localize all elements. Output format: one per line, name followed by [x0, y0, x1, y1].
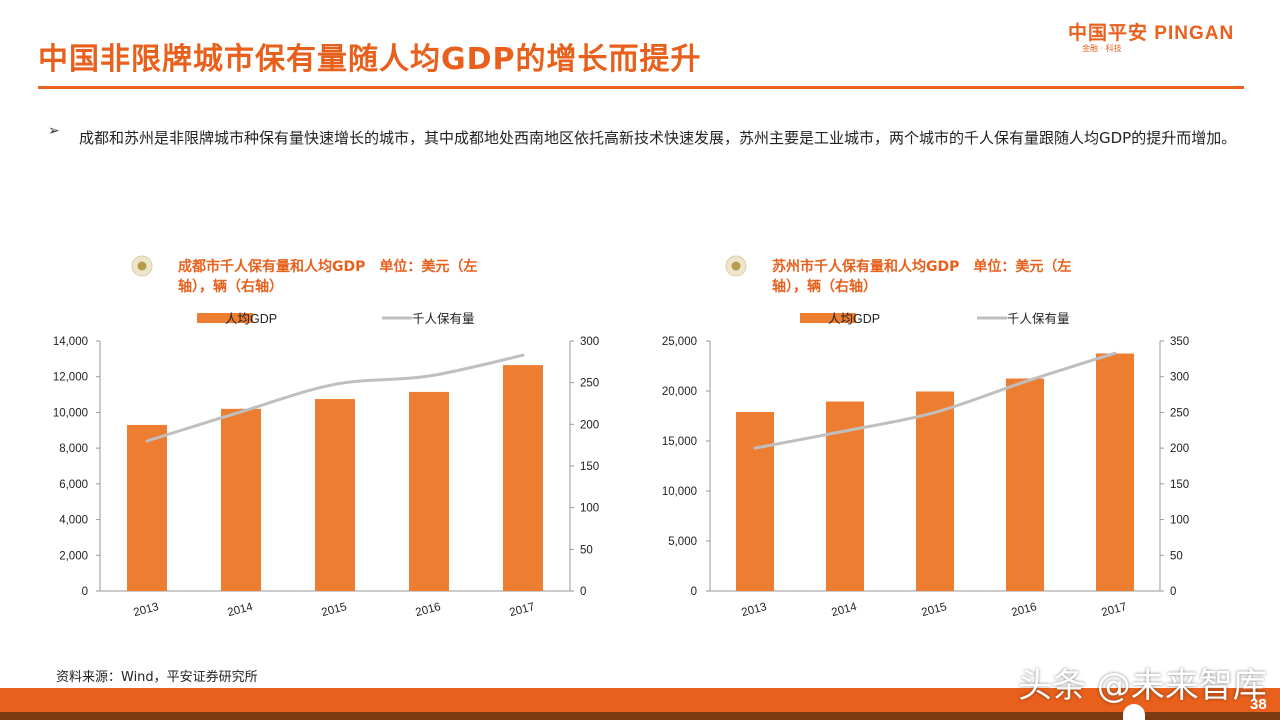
bullet-text: 成都和苏州是非限牌城市种保有量快速增长的城市，其中成都地处西南地区依托高新技术快…: [79, 129, 1237, 147]
pingan-logo: 中国平安 PINGAN 金融 · 科技: [1068, 18, 1268, 58]
footer-strip: [0, 712, 1280, 720]
bar-gdp: [503, 365, 543, 591]
bar-gdp: [315, 399, 355, 591]
y2-tick-label: 50: [580, 544, 593, 556]
y2-tick-label: 150: [580, 461, 599, 473]
y-tick-label: 14,000: [53, 336, 88, 348]
y2-tick-label: 150: [1170, 479, 1189, 491]
y-tick-label: 12,000: [53, 372, 88, 384]
y-tick-label: 4,000: [59, 515, 88, 527]
y2-tick-label: 0: [1170, 586, 1176, 598]
y-tick-label: 0: [82, 586, 88, 598]
chart-title-line: 轴），辆（右轴）: [178, 278, 283, 295]
legend-label: 千人保有量: [412, 312, 475, 326]
y-tick-label: 8,000: [59, 443, 88, 455]
page-title: 中国非限牌城市保有量随人均GDP的增长而提升: [38, 42, 702, 77]
target-icon-center: [137, 261, 147, 271]
y2-tick-label: 50: [1170, 550, 1183, 562]
source-note: 资料来源：Wind，平安证券研究所: [56, 670, 258, 685]
y2-tick-label: 0: [580, 586, 586, 598]
chart-title-line: 苏州市千人保有量和人均GDP 单位：美元（左: [772, 258, 1071, 275]
x-tick-label: 2014: [830, 601, 858, 619]
arrow-bullet-icon: ➢: [48, 123, 60, 139]
bar-gdp: [916, 391, 954, 591]
y-tick-label: 0: [691, 586, 697, 598]
legend-label: 人均GDP: [828, 312, 880, 326]
page-number: 38: [1250, 696, 1267, 713]
title-divider: [38, 86, 1244, 89]
chart-title-line: 成都市千人保有量和人均GDP 单位：美元（左: [178, 258, 477, 275]
footer-logo-icon: [1123, 704, 1145, 720]
y-tick-label: 10,000: [662, 486, 697, 498]
target-icon-center: [731, 261, 741, 271]
x-tick-label: 2017: [508, 601, 536, 619]
y2-tick-label: 250: [1170, 407, 1189, 419]
x-tick-label: 2017: [1100, 601, 1128, 619]
x-tick-label: 2015: [920, 601, 948, 619]
legend-swatch-bar: [197, 313, 253, 323]
legend-swatch-bar: [800, 313, 856, 323]
x-tick-label: 2014: [226, 601, 254, 619]
x-tick-label: 2013: [132, 601, 160, 619]
y-tick-label: 15,000: [662, 436, 697, 448]
legend-label: 千人保有量: [1007, 312, 1070, 326]
y2-tick-label: 100: [1170, 515, 1189, 527]
y-tick-label: 5,000: [668, 536, 697, 548]
bar-gdp: [1006, 378, 1044, 591]
y-tick-label: 20,000: [662, 386, 697, 398]
y2-tick-label: 100: [580, 503, 599, 515]
y2-tick-label: 200: [580, 419, 599, 431]
y-tick-label: 2,000: [59, 550, 88, 562]
logo-wordmark: 中国平安 PINGAN: [1068, 23, 1235, 44]
x-tick-label: 2016: [414, 601, 442, 619]
bar-gdp: [736, 412, 774, 591]
y-tick-label: 10,000: [53, 407, 88, 419]
bar-gdp: [127, 424, 167, 591]
x-tick-label: 2015: [320, 601, 348, 619]
logo-tagline: 金融 · 科技: [1082, 44, 1122, 53]
y2-tick-label: 200: [1170, 443, 1189, 455]
watermark: 头条 @未来智库: [1018, 666, 1267, 706]
y2-tick-label: 300: [580, 336, 599, 348]
x-tick-label: 2016: [1010, 601, 1038, 619]
y2-tick-label: 250: [580, 378, 599, 390]
y2-tick-label: 300: [1170, 372, 1189, 384]
bar-gdp: [221, 408, 261, 591]
bar-gdp: [409, 391, 449, 591]
bar-gdp: [1096, 353, 1134, 591]
legend-label: 人均GDP: [225, 312, 277, 326]
x-tick-label: 2013: [740, 601, 768, 619]
chart-title-line: 轴），辆（右轴）: [772, 278, 877, 295]
y-tick-label: 6,000: [59, 479, 88, 491]
y2-tick-label: 350: [1170, 336, 1189, 348]
y-tick-label: 25,000: [662, 336, 697, 348]
